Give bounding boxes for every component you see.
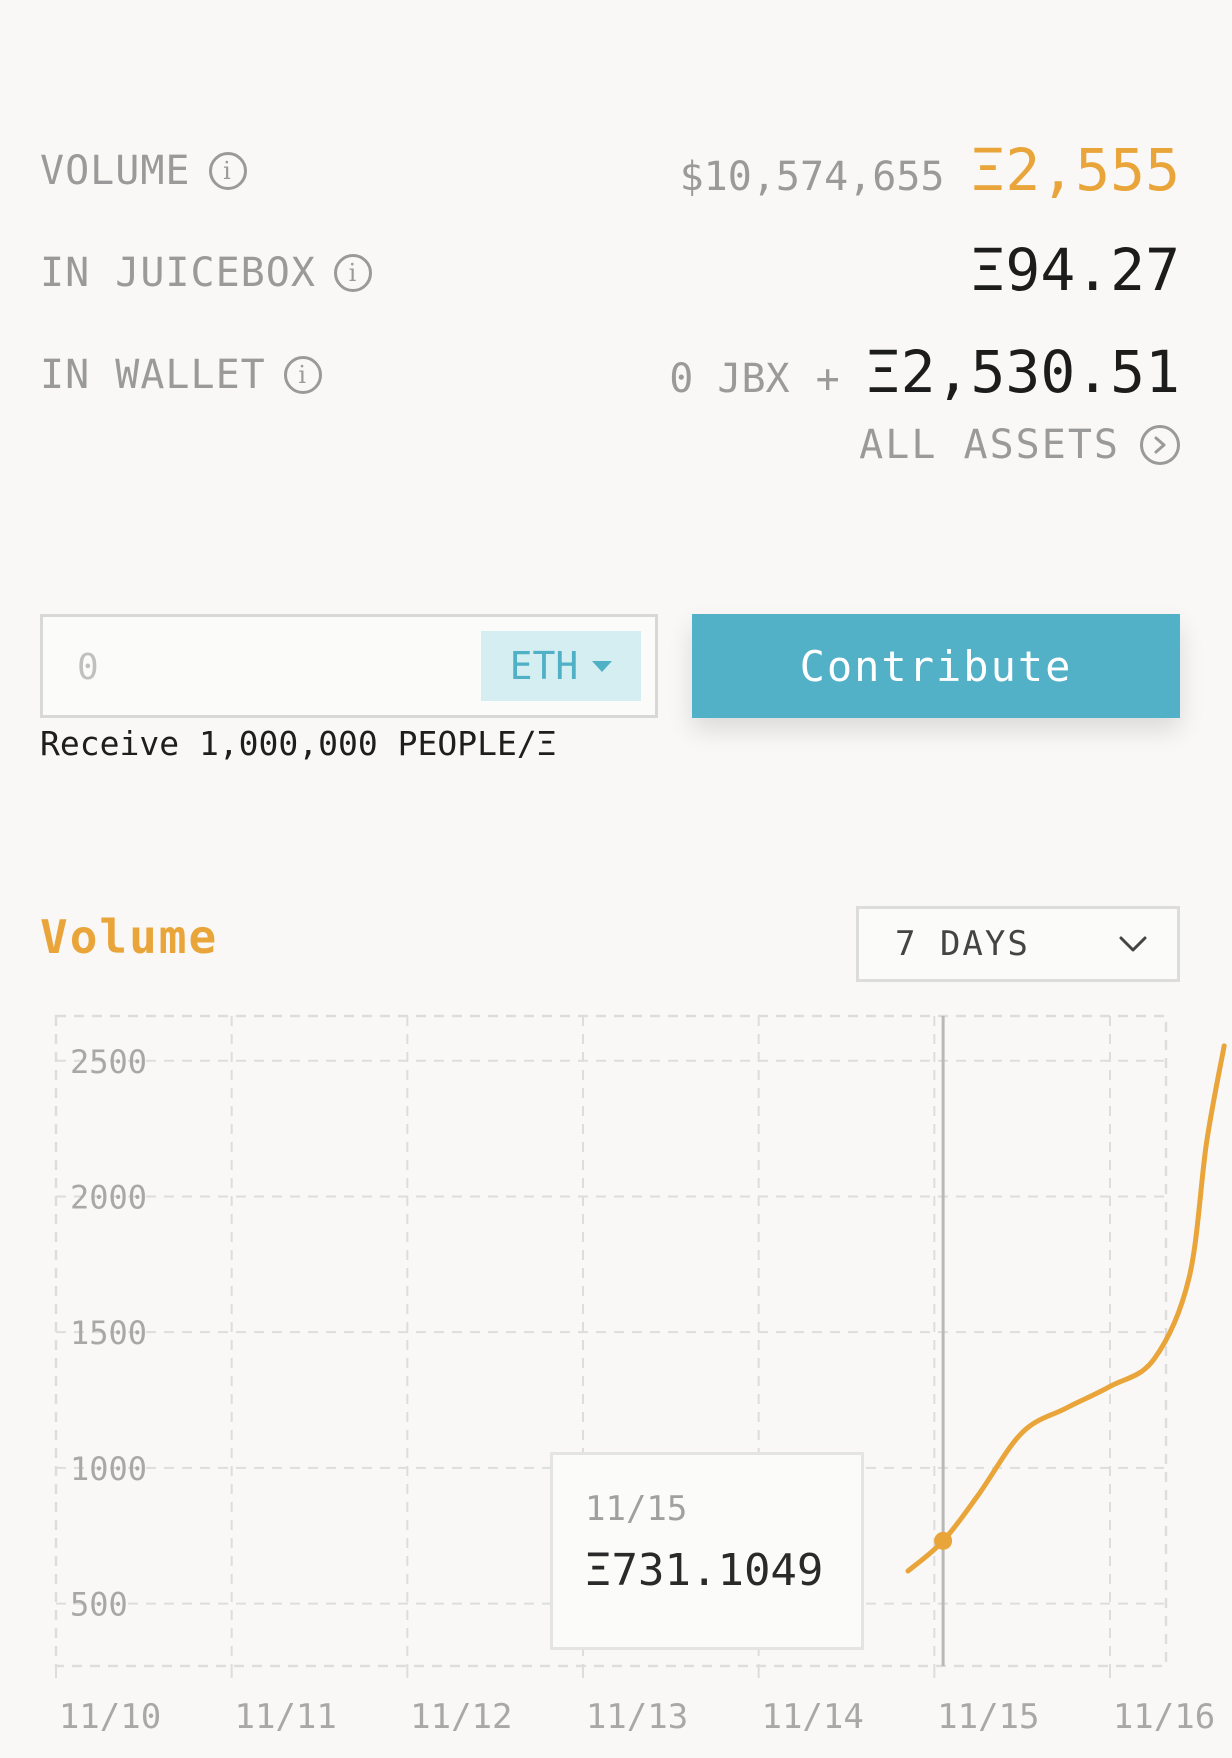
y-tick-label: 2500	[70, 1043, 147, 1081]
in-juicebox-label-text: IN JUICEBOX	[40, 250, 316, 296]
x-tick-label: 11/10	[59, 1697, 161, 1737]
x-tick-label: 11/14	[761, 1697, 863, 1737]
volume-eth: Ξ2,555	[970, 136, 1180, 204]
all-assets-label: ALL ASSETS	[859, 422, 1120, 468]
y-tick-label: 1500	[70, 1314, 147, 1352]
chart-tooltip: 11/15 Ξ731.1049	[550, 1452, 864, 1650]
contribute-button[interactable]: Contribute	[692, 614, 1180, 718]
y-tick-label: 1000	[70, 1450, 147, 1488]
in-wallet-eth: Ξ2,530.51	[865, 338, 1180, 406]
in-wallet-plus: +	[815, 356, 840, 402]
range-select[interactable]: 7 DAYS	[856, 906, 1180, 982]
currency-select[interactable]: ETH	[481, 631, 641, 701]
highlight-point	[934, 1531, 953, 1550]
volume-series-line	[905, 1043, 1227, 1574]
chart-title: Volume	[40, 910, 219, 964]
chevron-down-icon	[1119, 936, 1147, 952]
tooltip-date: 11/15	[585, 1489, 688, 1529]
all-assets-link[interactable]: ALL ASSETS	[859, 422, 1180, 468]
range-select-value: 7 DAYS	[895, 924, 1030, 964]
in-wallet-info-icon[interactable]: i	[283, 356, 322, 394]
volume-values: $10,574,655 Ξ2,555	[680, 136, 1180, 204]
chart-frame	[54, 1014, 1168, 1668]
in-wallet-label: IN WALLET i	[40, 352, 322, 398]
y-tick-label: 2000	[70, 1178, 147, 1216]
volume-info-icon[interactable]: i	[208, 152, 247, 190]
x-tick-label: 11/13	[586, 1697, 688, 1737]
x-tick-label: 11/15	[937, 1697, 1039, 1737]
in-wallet-label-text: IN WALLET	[40, 352, 266, 398]
chevron-right-icon	[1140, 425, 1180, 465]
volume-usd: $10,574,655	[679, 154, 945, 200]
volume-label: VOLUME i	[40, 148, 247, 194]
amount-input[interactable]	[75, 635, 439, 699]
receive-text: Receive 1,000,000 PEOPLE/Ξ	[40, 724, 557, 763]
in-juicebox-eth: Ξ94.27	[970, 236, 1180, 304]
tooltip-value: Ξ731.1049	[585, 1545, 824, 1596]
y-tick-label: 500	[70, 1586, 128, 1624]
in-juicebox-label: IN JUICEBOX i	[40, 250, 372, 296]
x-tick-label: 11/11	[234, 1697, 336, 1737]
x-tick-label: 11/16	[1113, 1697, 1215, 1737]
currency-label: ETH	[509, 644, 579, 688]
in-juicebox-values: Ξ94.27	[970, 236, 1180, 304]
in-wallet-jbx: 0 JBX	[669, 356, 790, 402]
x-tick-label: 11/12	[410, 1697, 512, 1737]
in-juicebox-info-icon[interactable]: i	[333, 254, 372, 292]
volume-label-text: VOLUME	[40, 148, 191, 194]
caret-down-icon	[592, 660, 613, 672]
amount-field: ETH	[40, 614, 658, 718]
in-wallet-values: 0 JBX + Ξ2,530.51	[669, 338, 1180, 406]
